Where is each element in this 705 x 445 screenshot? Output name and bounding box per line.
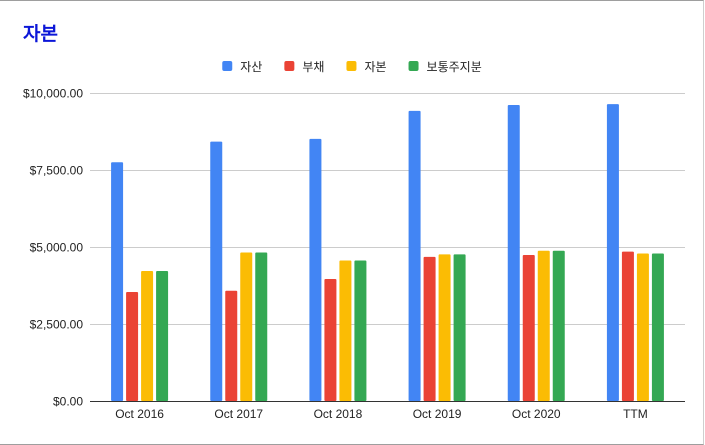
bar-1-3[interactable]: [309, 138, 322, 401]
chart-title: 자본: [23, 23, 58, 45]
legend: 자산 부채 자본 보통주지분: [222, 60, 482, 74]
legend-swatch-1: [222, 61, 233, 71]
bar-4-2[interactable]: [255, 252, 268, 401]
bar-1-1[interactable]: [111, 162, 124, 401]
y-axis-ticks: $0.00 $2,500.00 $5,000.00 $7,500.00 $10,000.…: [23, 87, 83, 409]
bar-2-6[interactable]: [621, 251, 634, 401]
bar-3-6[interactable]: [636, 253, 649, 401]
legend-swatch-4: [408, 61, 419, 71]
bar-1-5[interactable]: [507, 105, 520, 402]
legend-label-3: 자본: [364, 60, 386, 74]
x-axis: Oct 2016 Oct 2017 Oct 2018 Oct 2019 Oct 2020…: [90, 401, 685, 421]
bar-4-6[interactable]: [651, 253, 664, 401]
y-tick-label: $10,000.00: [23, 87, 83, 101]
x-tick-label: Oct 2017: [214, 407, 263, 421]
legend-swatch-3: [346, 61, 357, 71]
bar-2-5[interactable]: [522, 255, 535, 401]
legend-swatch-2: [284, 61, 295, 71]
gridlines: [90, 93, 685, 325]
bar-4-3[interactable]: [354, 260, 367, 401]
x-tick-label: Oct 2020: [512, 407, 561, 421]
legend-label-1: 자산: [240, 60, 262, 74]
y-tick-label: $2,500.00: [30, 318, 84, 332]
y-tick-label: $0.00: [53, 395, 83, 409]
bar-4-1[interactable]: [156, 271, 169, 401]
y-tick-label: $7,500.00: [30, 164, 84, 178]
bar-2-3[interactable]: [324, 279, 337, 401]
bar-2-4[interactable]: [423, 256, 436, 401]
bar-1-6[interactable]: [606, 104, 619, 401]
bar-3-3[interactable]: [339, 260, 352, 401]
bar-3-4[interactable]: [438, 254, 451, 401]
y-tick-label: $5,000.00: [30, 241, 84, 255]
bar-3-1[interactable]: [141, 271, 154, 401]
x-tick-label: TTM: [623, 407, 648, 421]
x-tick-label: Oct 2019: [413, 407, 462, 421]
bar-1-2[interactable]: [210, 141, 223, 401]
bar-3-5[interactable]: [537, 250, 550, 401]
bar-2-1[interactable]: [126, 291, 139, 401]
bar-3-2[interactable]: [240, 252, 253, 401]
legend-label-2: 부채: [302, 60, 324, 74]
bar-4-5[interactable]: [552, 250, 565, 401]
x-tick-label: Oct 2016: [115, 407, 164, 421]
bar-2-2[interactable]: [225, 290, 238, 401]
bar-4-4[interactable]: [453, 254, 466, 401]
legend-label-4: 보통주지분: [427, 60, 482, 74]
bar-1-4[interactable]: [408, 110, 421, 401]
bars: [111, 104, 664, 402]
x-tick-label: Oct 2018: [314, 407, 363, 421]
